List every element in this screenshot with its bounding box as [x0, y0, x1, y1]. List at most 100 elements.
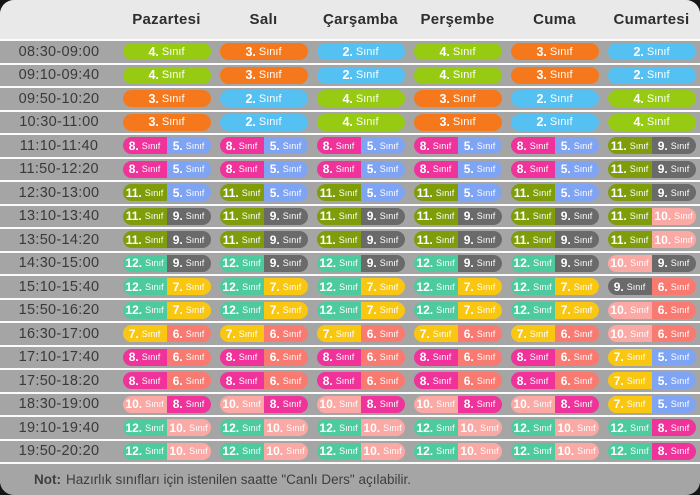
schedule-cell: 12. Sınıf 10. Sınıf	[506, 419, 603, 437]
grade-suffix: Sınıf	[258, 69, 282, 82]
schedule-cell: 12. Sınıf 9. Sınıf	[118, 254, 215, 272]
grade-suffix: Sınıf	[242, 422, 261, 433]
schedule-cell: 11. Sınıf 9. Sınıf	[603, 137, 700, 155]
grade-suffix: Sınıf	[529, 375, 549, 386]
schedule-cell: 3. Sınıf	[409, 90, 506, 108]
grade-suffix: Sınıf	[480, 446, 499, 457]
grade-pill-7: 7. Sınıf	[122, 325, 167, 343]
grade-pill-12: 12. Sınıf	[413, 278, 458, 296]
grade-number: 7.	[463, 303, 474, 318]
schedule-row: 11:50-12:20 8. Sınıf 5. Sınıf 8. Sınıf 5. Sınıf 8…	[0, 156, 700, 180]
schedule-cell: 2. Sınıf	[506, 90, 603, 108]
schedule-cell: 12. Sınıf 7. Sınıf	[506, 278, 603, 296]
grade-suffix: Sınıf	[238, 328, 258, 339]
grade-pill-group: 11. Sınıf 9. Sınıf	[413, 231, 502, 249]
grade-pill-group: 7. Sınıf 6. Sınıf	[316, 325, 405, 343]
grade-pill-group: 2. Sınıf	[316, 43, 405, 61]
grade-suffix: Sınıf	[646, 45, 670, 58]
grade-suffix: Sınıf	[335, 140, 355, 151]
grade-pill-5: 5. Sınıf	[554, 184, 599, 202]
grade-suffix: Sınıf	[630, 328, 649, 339]
grade-pill-11: 11. Sınıf	[316, 184, 361, 202]
grade-suffix: Sınıf	[670, 375, 690, 386]
grade-pill-11: 11. Sınıf	[413, 207, 458, 225]
grade-pill-group: 12. Sınıf 9. Sınıf	[316, 254, 405, 272]
grade-pill-group: 8. Sınıf 6. Sınıf	[316, 372, 405, 390]
schedule-cell: 8. Sınıf 6. Sınıf	[215, 348, 312, 366]
grade-suffix: Sınıf	[161, 69, 185, 82]
grade-pill-9: 9. Sınıf	[263, 254, 308, 272]
grade-suffix: Sınıf	[383, 422, 402, 433]
grade-number: 10.	[654, 232, 672, 247]
grade-suffix: Sınıf	[629, 164, 649, 175]
schedule-cell: 12. Sınıf 10. Sınıf	[215, 419, 312, 437]
grade-pill-12: 12. Sınıf	[219, 301, 264, 319]
grade-number: 9.	[560, 209, 571, 224]
grade-number: 8.	[516, 373, 527, 388]
grade-suffix: Sınıf	[674, 211, 693, 222]
grade-pill-11: 11. Sınıf	[413, 231, 458, 249]
grade-number: 11.	[125, 209, 142, 224]
grade-pill-12: 12. Sınıf	[219, 278, 264, 296]
grade-suffix: Sınıf	[383, 446, 402, 457]
grade-number: 10.	[266, 420, 284, 435]
grade-pill-group: 11. Sınıf 9. Sınıf	[316, 207, 405, 225]
grade-suffix: Sınıf	[282, 140, 302, 151]
schedule-cell: 12. Sınıf 9. Sınıf	[409, 254, 506, 272]
grade-pill-group: 8. Sınıf 5. Sınıf	[413, 160, 502, 178]
grade-number: 10.	[610, 303, 628, 318]
grade-pill-6: 6. Sınıf	[360, 348, 405, 366]
grade-pill-group: 10. Sınıf 8. Sınıf	[122, 395, 211, 413]
grade-pill-2: 2. Sınıf	[316, 66, 405, 84]
grade-pill-4: 4. Sınıf	[413, 66, 502, 84]
grade-number: 2.	[633, 68, 644, 83]
grade-number: 10.	[363, 444, 381, 459]
grade-pill-10: 10. Sınıf	[607, 301, 652, 319]
grade-pill-3: 3. Sınıf	[219, 66, 308, 84]
grade-number: 3.	[536, 68, 547, 83]
grade-number: 7.	[322, 326, 333, 341]
grade-pill-12: 12. Sınıf	[413, 254, 458, 272]
grade-suffix: Sınıf	[161, 45, 185, 58]
schedule-cell: 12. Sınıf 7. Sınıf	[215, 278, 312, 296]
grade-pill-group: 3. Sınıf	[510, 43, 599, 61]
grade-pill-5: 5. Sınıf	[263, 184, 308, 202]
grade-pill-group: 10. Sınıf 8. Sınıf	[413, 395, 502, 413]
grade-pill-6: 6. Sınıf	[166, 348, 211, 366]
grade-pill-group: 7. Sınıf 6. Sınıf	[122, 325, 211, 343]
grade-pill-group: 8. Sınıf 6. Sınıf	[510, 372, 599, 390]
grade-pill-2: 2. Sınıf	[510, 90, 599, 108]
grade-number: 7.	[172, 303, 183, 318]
grade-pill-group: 12. Sınıf 10. Sınıf	[219, 419, 308, 437]
grade-suffix: Sınıf	[185, 305, 205, 316]
schedule-cell: 7. Sınıf 6. Sınıf	[215, 325, 312, 343]
time-slot: 11:50-12:20	[19, 161, 99, 178]
grade-number: 5.	[366, 138, 377, 153]
schedule-cell: 8. Sınıf 6. Sınıf	[118, 348, 215, 366]
grade-number: 6.	[269, 373, 280, 388]
grade-pill-group: 11. Sınıf 9. Sınıf	[122, 231, 211, 249]
grade-number: 4.	[342, 115, 353, 130]
schedule-cell: 4. Sınıf	[118, 66, 215, 84]
grade-suffix: Sınıf	[185, 140, 205, 151]
grade-pill-group: 12. Sınıf 7. Sınıf	[316, 278, 405, 296]
grade-pill-12: 12. Sınıf	[122, 301, 167, 319]
grade-suffix: Sınıf	[242, 258, 261, 269]
grade-pill-8: 8. Sınıf	[316, 372, 361, 390]
grade-pill-7: 7. Sınıf	[457, 301, 502, 319]
time-slot: 14:30-15:00	[18, 255, 100, 272]
schedule-cell: 10. Sınıf 8. Sınıf	[409, 395, 506, 413]
grade-suffix: Sınıf	[141, 352, 161, 363]
grade-pill-group: 11. Sınıf 9. Sınıf	[607, 160, 696, 178]
grade-pill-8: 8. Sınıf	[122, 372, 167, 390]
grade-pill-group: 8. Sınıf 5. Sınıf	[219, 160, 308, 178]
grade-suffix: Sınıf	[144, 211, 164, 222]
grade-number: 5.	[560, 162, 571, 177]
grade-pill-group: 8. Sınıf 6. Sınıf	[122, 348, 211, 366]
grade-pill-group: 11. Sınıf 9. Sınıf	[316, 231, 405, 249]
grade-pill-12: 12. Sınıf	[219, 442, 264, 460]
grade-pill-group: 12. Sınıf 7. Sınıf	[413, 278, 502, 296]
schedule-cell: 11. Sınıf 9. Sınıf	[506, 207, 603, 225]
grade-pill-group: 12. Sınıf 10. Sınıf	[219, 442, 308, 460]
schedule-row: 13:50-14:20 11. Sınıf 9. Sınıf 11. Sınıf 9. Sını…	[0, 227, 700, 251]
